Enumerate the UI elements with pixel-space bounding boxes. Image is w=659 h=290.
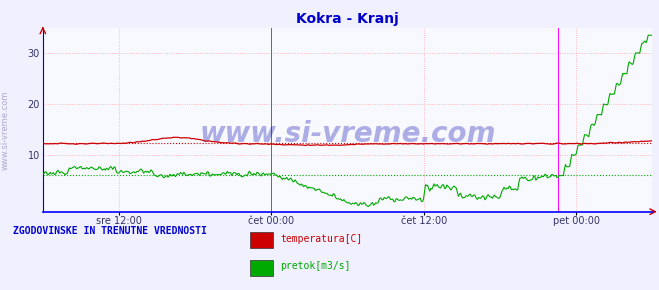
Bar (250, 232, 273, 248)
Text: pretok[m3/s]: pretok[m3/s] (280, 261, 351, 271)
Title: Kokra - Kranj: Kokra - Kranj (297, 12, 399, 26)
Text: ZGODOVINSKE IN TRENUTNE VREDNOSTI: ZGODOVINSKE IN TRENUTNE VREDNOSTI (13, 226, 207, 236)
Text: www.si-vreme.com: www.si-vreme.com (200, 120, 496, 148)
Text: temperatura[C]: temperatura[C] (280, 233, 362, 244)
Bar (250, 260, 273, 276)
Text: www.si-vreme.com: www.si-vreme.com (1, 91, 10, 170)
